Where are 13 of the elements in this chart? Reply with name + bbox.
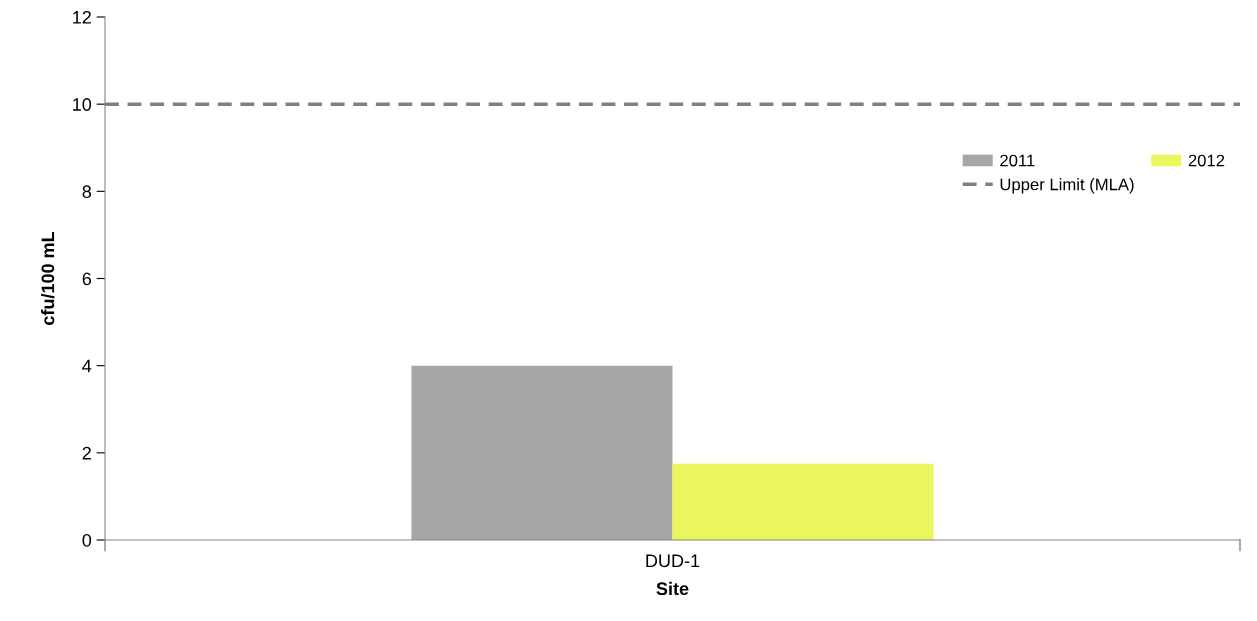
y-tick-label: 4 xyxy=(82,359,92,373)
legend-label: 2011 xyxy=(1000,154,1035,167)
y-tick-label: 0 xyxy=(82,533,92,547)
x-axis-title: Site xyxy=(656,581,689,596)
y-tick-label: 6 xyxy=(82,272,92,286)
y-axis-title: cfu/100 mL xyxy=(41,231,55,325)
x-tick-label: DUD-1 xyxy=(646,554,700,568)
y-tick-label: 2 xyxy=(82,446,91,460)
legend-label: 2012 xyxy=(1188,154,1225,167)
legend-label: Upper Limit (MLA) xyxy=(1000,178,1134,194)
y-tick-label: 8 xyxy=(82,185,92,199)
y-tick-label: 10 xyxy=(73,98,92,111)
y-tick-label: 12 xyxy=(73,10,91,24)
